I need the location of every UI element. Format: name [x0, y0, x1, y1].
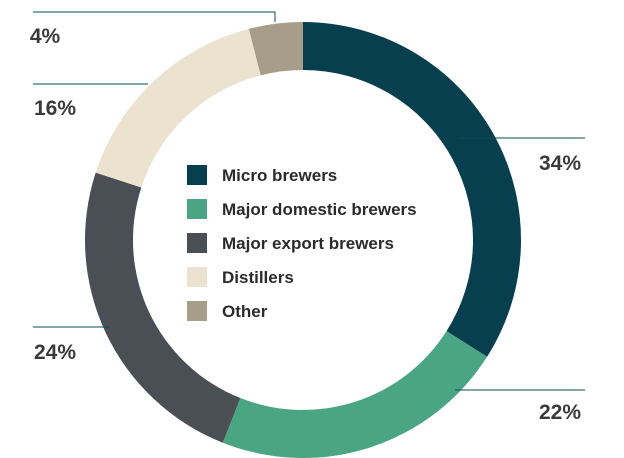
- slice-major-domestic-brewers: [222, 331, 488, 458]
- legend-swatch-major-domestic-brewers: [187, 199, 207, 219]
- legend: Micro brewers Major domestic brewers Major…: [187, 165, 417, 321]
- value-label-major-domestic-brewers: 22%: [539, 401, 581, 424]
- legend-swatch-distillers: [187, 267, 207, 287]
- legend-label-other: Other: [222, 302, 268, 321]
- value-label-micro-brewers: 34%: [539, 152, 581, 175]
- legend-swatch-major-export-brewers: [187, 233, 207, 253]
- leader-lines: [33, 11, 585, 391]
- percentage-labels: 34% 22% 24% 16% 4%: [30, 25, 582, 424]
- slice-micro-brewers: [303, 22, 521, 357]
- value-label-major-export-brewers: 24%: [34, 341, 76, 364]
- leader-line-other: [33, 11, 276, 22]
- slice-major-export-brewers: [85, 172, 241, 443]
- legend-label-major-domestic-brewers: Major domestic brewers: [222, 200, 417, 219]
- legend-label-major-export-brewers: Major export brewers: [222, 234, 394, 253]
- slice-distillers: [95, 28, 261, 188]
- value-label-distillers: 16%: [34, 97, 76, 120]
- legend-swatch-other: [187, 301, 207, 321]
- slice-other: [248, 22, 303, 76]
- legend-label-distillers: Distillers: [222, 268, 294, 287]
- legend-label-micro-brewers: Micro brewers: [222, 166, 337, 185]
- donut-slices: [85, 22, 521, 458]
- legend-swatch-micro-brewers: [187, 165, 207, 185]
- value-label-other: 4%: [30, 25, 61, 48]
